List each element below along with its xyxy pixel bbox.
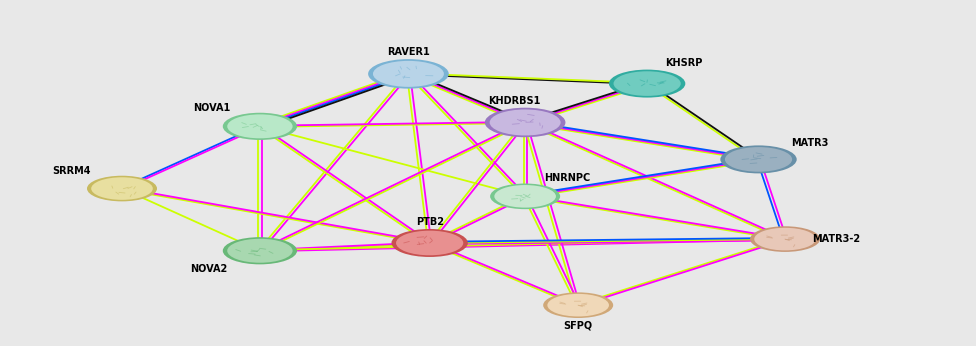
Text: HNRNPC: HNRNPC — [545, 173, 590, 183]
Text: RAVER1: RAVER1 — [387, 47, 429, 57]
Text: KHDRBS1: KHDRBS1 — [488, 96, 541, 106]
Circle shape — [373, 61, 444, 87]
Circle shape — [494, 185, 556, 208]
Circle shape — [485, 108, 565, 137]
Text: MATR3: MATR3 — [791, 138, 828, 148]
Circle shape — [720, 145, 796, 173]
Circle shape — [396, 231, 464, 255]
Text: MATR3-2: MATR3-2 — [812, 234, 860, 244]
Circle shape — [91, 177, 153, 200]
Circle shape — [223, 237, 297, 264]
Circle shape — [548, 294, 609, 317]
Circle shape — [609, 70, 685, 98]
Text: NOVA1: NOVA1 — [193, 103, 230, 113]
Circle shape — [490, 183, 560, 209]
Circle shape — [391, 229, 468, 257]
Circle shape — [725, 147, 793, 172]
Circle shape — [614, 71, 680, 96]
Circle shape — [227, 115, 293, 138]
Circle shape — [544, 292, 613, 318]
Text: KHSRP: KHSRP — [666, 58, 703, 69]
Circle shape — [750, 226, 820, 252]
Circle shape — [368, 59, 449, 89]
Circle shape — [223, 113, 297, 140]
Circle shape — [490, 109, 560, 136]
Circle shape — [754, 228, 816, 251]
Text: NOVA2: NOVA2 — [190, 264, 227, 274]
Circle shape — [87, 176, 157, 201]
Text: SRRM4: SRRM4 — [52, 166, 91, 176]
Circle shape — [227, 239, 293, 263]
Text: SFPQ: SFPQ — [563, 321, 592, 331]
Text: PTB2: PTB2 — [416, 217, 444, 227]
